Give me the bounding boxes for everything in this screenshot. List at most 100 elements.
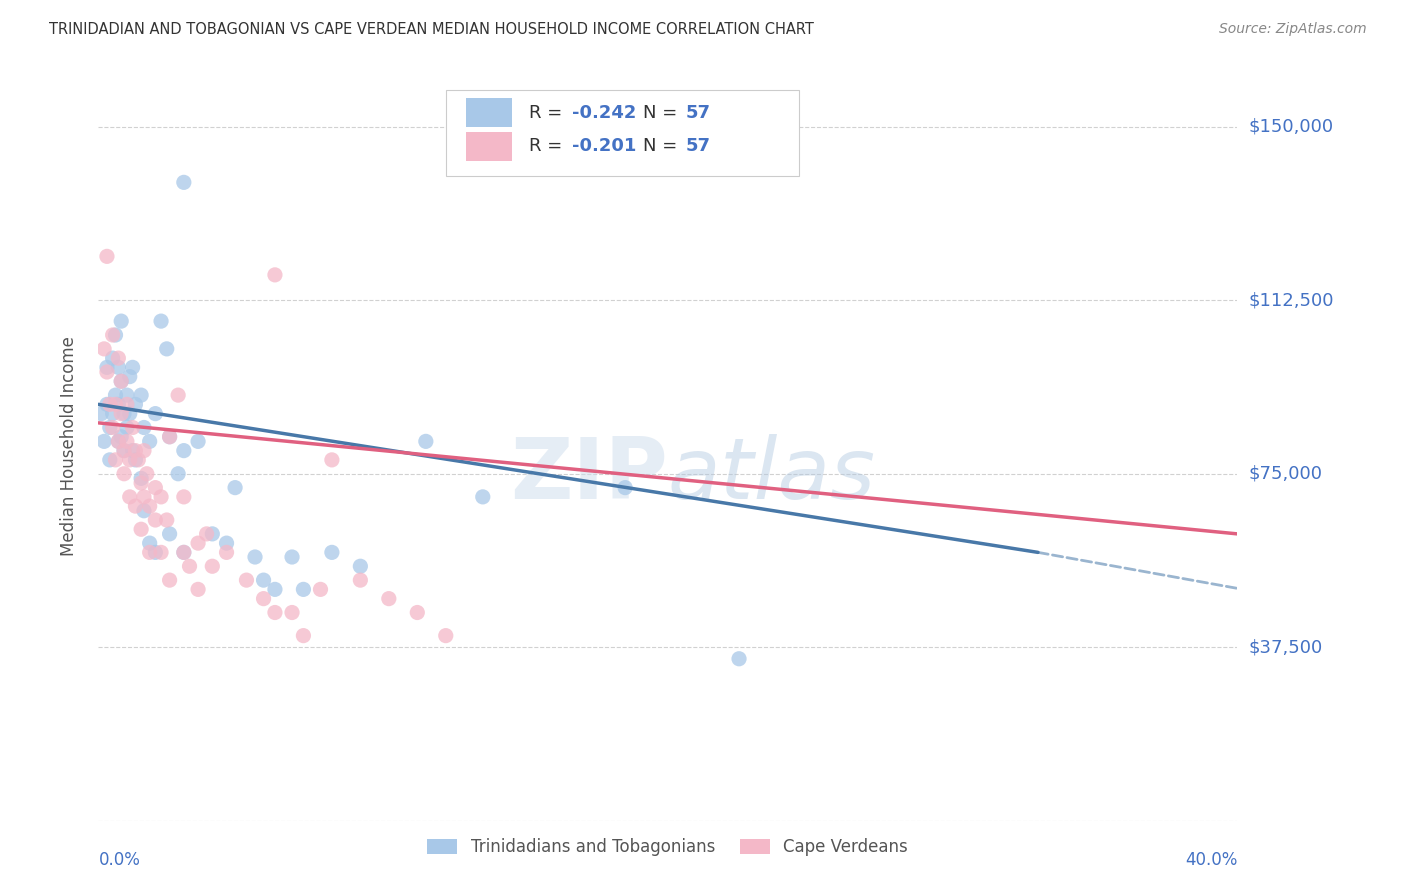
Point	[112, 467, 135, 481]
Point	[156, 513, 179, 527]
Text: 57: 57	[686, 137, 711, 155]
Point	[145, 545, 167, 559]
Point	[173, 443, 195, 458]
Point	[107, 351, 129, 365]
Point	[243, 549, 266, 564]
Point	[179, 559, 201, 574]
Point	[107, 434, 129, 449]
Text: $150,000: $150,000	[1249, 118, 1333, 136]
Point	[110, 430, 132, 444]
Point	[101, 328, 124, 343]
Point	[112, 407, 135, 421]
Point	[614, 481, 637, 495]
Point	[98, 453, 121, 467]
Point	[349, 559, 371, 574]
Text: 40.0%: 40.0%	[1185, 851, 1237, 869]
Point	[159, 430, 181, 444]
Point	[121, 443, 143, 458]
Point	[252, 573, 274, 587]
Point	[101, 351, 124, 365]
Point	[138, 434, 160, 449]
Point	[235, 573, 257, 587]
Point	[124, 397, 146, 411]
Point	[150, 314, 173, 328]
Point	[96, 360, 118, 375]
Point	[145, 481, 167, 495]
Point	[159, 430, 181, 444]
Point	[115, 420, 138, 434]
Point	[132, 420, 155, 434]
Point	[201, 527, 224, 541]
Point	[112, 443, 135, 458]
Point	[107, 360, 129, 375]
Point	[127, 453, 149, 467]
Text: N =: N =	[643, 137, 683, 155]
Point	[96, 365, 118, 379]
Text: 57: 57	[686, 103, 711, 121]
Point	[132, 443, 155, 458]
Point	[292, 629, 315, 643]
Text: -0.201: -0.201	[572, 137, 637, 155]
Point	[124, 499, 146, 513]
Point	[90, 407, 112, 421]
Point	[110, 407, 132, 421]
Point	[110, 374, 132, 388]
Text: R =: R =	[529, 137, 568, 155]
Point	[138, 536, 160, 550]
Point	[112, 443, 135, 458]
Point	[434, 629, 457, 643]
Point	[187, 582, 209, 597]
Point	[159, 573, 181, 587]
Point	[159, 527, 181, 541]
Text: $37,500: $37,500	[1249, 638, 1323, 657]
Point	[121, 360, 143, 375]
Point	[98, 397, 121, 411]
Text: ZIP: ZIP	[510, 434, 668, 517]
Point	[96, 397, 118, 411]
Point	[129, 522, 152, 536]
Point	[104, 397, 127, 411]
Point	[135, 467, 157, 481]
Point	[124, 443, 146, 458]
Point	[132, 504, 155, 518]
Point	[349, 573, 371, 587]
Text: atlas: atlas	[668, 434, 876, 517]
Point	[121, 420, 143, 434]
Point	[321, 545, 343, 559]
Point	[145, 513, 167, 527]
Point	[115, 388, 138, 402]
Point	[321, 453, 343, 467]
Point	[150, 490, 173, 504]
Point	[110, 374, 132, 388]
Point	[309, 582, 332, 597]
Point	[728, 652, 751, 666]
Point	[129, 388, 152, 402]
Text: $112,500: $112,500	[1249, 292, 1334, 310]
Point	[150, 545, 173, 559]
Point	[173, 545, 195, 559]
Point	[101, 420, 124, 434]
Point	[107, 397, 129, 411]
Point	[132, 490, 155, 504]
Text: Source: ZipAtlas.com: Source: ZipAtlas.com	[1219, 22, 1367, 37]
Point	[104, 388, 127, 402]
Point	[138, 499, 160, 513]
Point	[264, 582, 287, 597]
Point	[167, 467, 190, 481]
Y-axis label: Median Household Income: Median Household Income	[59, 336, 77, 556]
FancyBboxPatch shape	[467, 132, 512, 161]
Point	[292, 582, 315, 597]
FancyBboxPatch shape	[467, 98, 512, 127]
Text: 0.0%: 0.0%	[98, 851, 141, 869]
Point	[406, 606, 429, 620]
Point	[187, 434, 209, 449]
Point	[187, 536, 209, 550]
FancyBboxPatch shape	[446, 90, 799, 177]
Text: TRINIDADIAN AND TOBAGONIAN VS CAPE VERDEAN MEDIAN HOUSEHOLD INCOME CORRELATION C: TRINIDADIAN AND TOBAGONIAN VS CAPE VERDE…	[49, 22, 814, 37]
Point	[173, 490, 195, 504]
Point	[124, 453, 146, 467]
Point	[215, 536, 238, 550]
Point	[118, 490, 141, 504]
Point	[252, 591, 274, 606]
Text: N =: N =	[643, 103, 683, 121]
